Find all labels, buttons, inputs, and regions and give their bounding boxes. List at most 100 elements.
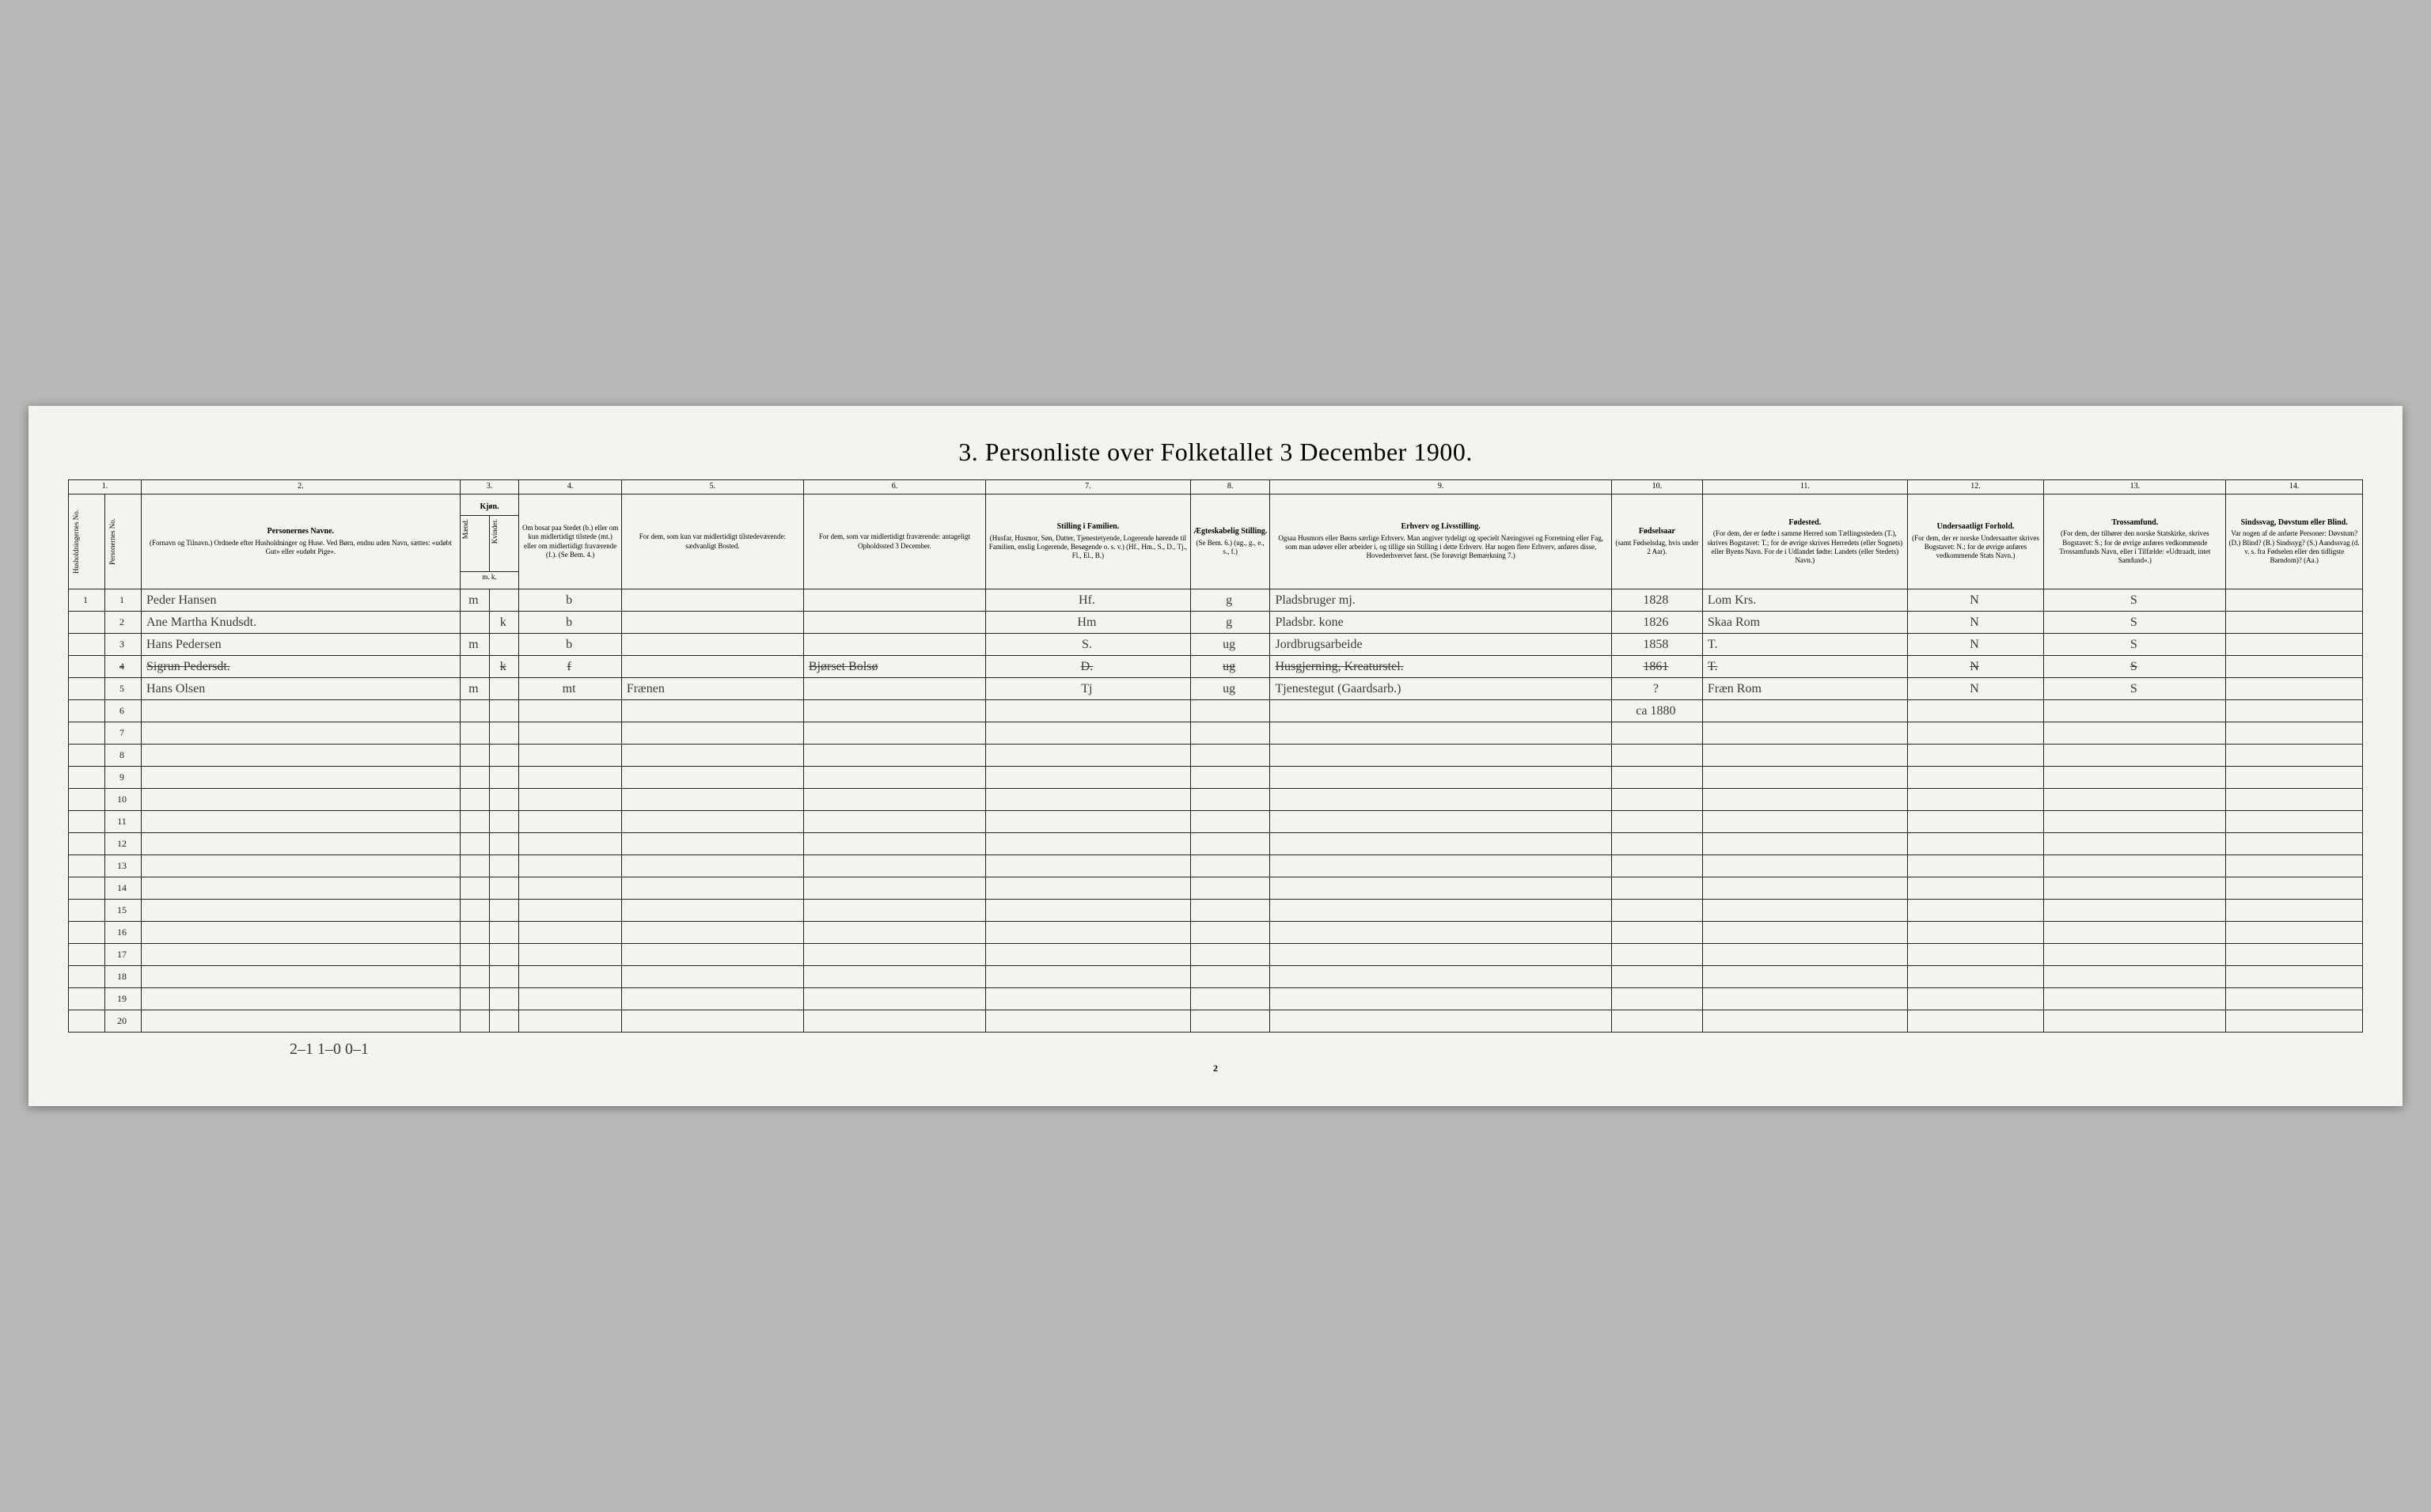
cell-egte	[1190, 988, 1270, 1010]
cell-c6	[803, 745, 985, 767]
cell-pn: 13	[105, 855, 142, 877]
cell-k	[490, 833, 519, 855]
cell-pn: 12	[105, 833, 142, 855]
cell-bosat	[519, 833, 621, 855]
cell-fam	[985, 700, 1190, 722]
cell-under	[1907, 900, 2044, 922]
cell-aar	[1611, 767, 1702, 789]
cell-hh	[69, 789, 105, 811]
cell-aar	[1611, 722, 1702, 745]
cell-k	[490, 634, 519, 656]
cell-c14	[2226, 789, 2363, 811]
table-row: 19	[69, 988, 2363, 1010]
cell-c5	[621, 922, 803, 944]
table-row: 13	[69, 855, 2363, 877]
cell-fsted	[1702, 833, 1907, 855]
cell-under	[1907, 1010, 2044, 1033]
cell-fam	[985, 877, 1190, 900]
cell-tro	[2044, 944, 2226, 966]
cell-name: Ane Martha Knudsdt.	[142, 612, 461, 634]
cell-pn: 18	[105, 966, 142, 988]
cell-k	[490, 900, 519, 922]
cell-fsted	[1702, 855, 1907, 877]
cell-bosat	[519, 966, 621, 988]
cell-aar	[1611, 789, 1702, 811]
cell-m: m	[460, 634, 489, 656]
cell-m: m	[460, 589, 489, 612]
cell-hh	[69, 700, 105, 722]
table-row: 7	[69, 722, 2363, 745]
cell-c6	[803, 877, 985, 900]
table-row: 14	[69, 877, 2363, 900]
cell-pn: 8	[105, 745, 142, 767]
hdr-family-position: Stilling i Familien.(Husfar, Husmor, Søn…	[985, 495, 1190, 589]
cell-c14	[2226, 589, 2363, 612]
cell-c5	[621, 789, 803, 811]
cell-egte	[1190, 811, 1270, 833]
cell-name	[142, 877, 461, 900]
cell-egte	[1190, 900, 1270, 922]
cell-pn: 7	[105, 722, 142, 745]
cell-fam	[985, 1010, 1190, 1033]
cell-hh	[69, 811, 105, 833]
cell-erhverv	[1270, 789, 1611, 811]
cell-under: N	[1907, 589, 2044, 612]
cell-name: Sigrun Pedersdt.	[142, 656, 461, 678]
hdr-religion: Trossamfund.(For dem, der tilhører den n…	[2044, 495, 2226, 589]
cell-fsted	[1702, 745, 1907, 767]
colnum: 7.	[985, 480, 1190, 495]
cell-erhverv	[1270, 1010, 1611, 1033]
cell-fsted	[1702, 811, 1907, 833]
cell-hh	[69, 833, 105, 855]
cell-aar: 1858	[1611, 634, 1702, 656]
hdr-marital: Ægteskabelig Stilling.(Se Bem. 6.) (ug.,…	[1190, 495, 1270, 589]
cell-under	[1907, 789, 2044, 811]
cell-c5	[621, 634, 803, 656]
cell-erhverv: Pladsbr. kone	[1270, 612, 1611, 634]
cell-aar	[1611, 833, 1702, 855]
table-row: 3Hans PedersenmbS.ugJordbrugsarbeide1858…	[69, 634, 2363, 656]
cell-tro: S	[2044, 656, 2226, 678]
cell-tro	[2044, 877, 2226, 900]
cell-pn: 15	[105, 900, 142, 922]
cell-m	[460, 900, 489, 922]
cell-name	[142, 855, 461, 877]
cell-bosat: b	[519, 634, 621, 656]
cell-pn: 10	[105, 789, 142, 811]
cell-fsted: Skaa Rom	[1702, 612, 1907, 634]
page-number: 2	[1213, 1063, 1218, 1074]
cell-k	[490, 966, 519, 988]
cell-egte: g	[1190, 589, 1270, 612]
table-row: 18	[69, 966, 2363, 988]
cell-m	[460, 656, 489, 678]
hdr-person-no: Personernes No.	[105, 495, 142, 589]
cell-name	[142, 966, 461, 988]
cell-k	[490, 789, 519, 811]
cell-bosat	[519, 767, 621, 789]
cell-erhverv	[1270, 900, 1611, 922]
cell-erhverv	[1270, 922, 1611, 944]
cell-c5	[621, 944, 803, 966]
colnum: 12.	[1907, 480, 2044, 495]
cell-aar: 1828	[1611, 589, 1702, 612]
hdr-disability: Sindssvag, Døvstum eller Blind.Var nogen…	[2226, 495, 2363, 589]
cell-egte: ug	[1190, 678, 1270, 700]
cell-tro	[2044, 789, 2226, 811]
cell-c5	[621, 833, 803, 855]
cell-tro: S	[2044, 634, 2226, 656]
cell-fam	[985, 988, 1190, 1010]
cell-tro	[2044, 722, 2226, 745]
cell-tro: S	[2044, 678, 2226, 700]
cell-pn: 2	[105, 612, 142, 634]
cell-erhverv	[1270, 944, 1611, 966]
cell-name	[142, 745, 461, 767]
cell-tro	[2044, 833, 2226, 855]
cell-egte	[1190, 700, 1270, 722]
colnum: 2.	[142, 480, 461, 495]
cell-name	[142, 722, 461, 745]
cell-fsted	[1702, 1010, 1907, 1033]
cell-k	[490, 988, 519, 1010]
cell-fsted	[1702, 722, 1907, 745]
cell-name	[142, 700, 461, 722]
cell-c5	[621, 722, 803, 745]
